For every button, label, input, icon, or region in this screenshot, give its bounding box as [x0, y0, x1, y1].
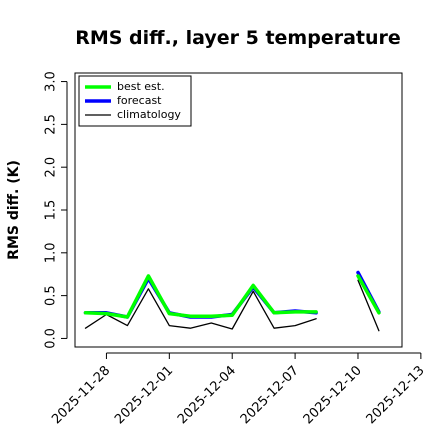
series-line-best-est: [356, 274, 381, 315]
y-tick-label: 1.5: [44, 200, 59, 221]
x-tick-label: 2025-12-07: [238, 363, 302, 427]
legend-label: forecast: [117, 94, 162, 107]
legend-label: best est.: [117, 80, 165, 93]
chart-title: RMS diff., layer 5 temperature: [75, 27, 401, 49]
x-tick-label: 2025-11-28: [49, 363, 113, 427]
series-line-climatology: [84, 288, 317, 330]
x-tick-label: 2025-12-10: [301, 363, 365, 427]
x-tick-label: 2025-12-13: [364, 363, 428, 427]
x-tick-label: 2025-12-01: [112, 363, 176, 427]
y-tick-label: 1.0: [44, 242, 59, 263]
series-line-best-est: [83, 274, 318, 319]
y-tick-label: 2.5: [44, 114, 59, 135]
y-tick-label: 0.5: [44, 285, 59, 306]
plot-frame: [74, 72, 403, 348]
series-layer: [83, 270, 381, 332]
y-tick-label: 0.0: [44, 328, 59, 349]
y-tick-label: 2.0: [44, 157, 59, 178]
legend-label: climatology: [117, 108, 181, 121]
y-tick-label: 3.0: [44, 71, 59, 92]
y-axis: 0.0 0.5 1.0 1.5 2.0 2.5 3.0: [44, 71, 68, 349]
y-axis-label: RMS diff. (K): [6, 160, 22, 260]
x-axis: 2025-11-282025-12-012025-12-042025-12-07…: [49, 352, 428, 427]
series-line-climatology: [357, 279, 380, 332]
x-tick-label: 2025-12-04: [175, 363, 239, 427]
